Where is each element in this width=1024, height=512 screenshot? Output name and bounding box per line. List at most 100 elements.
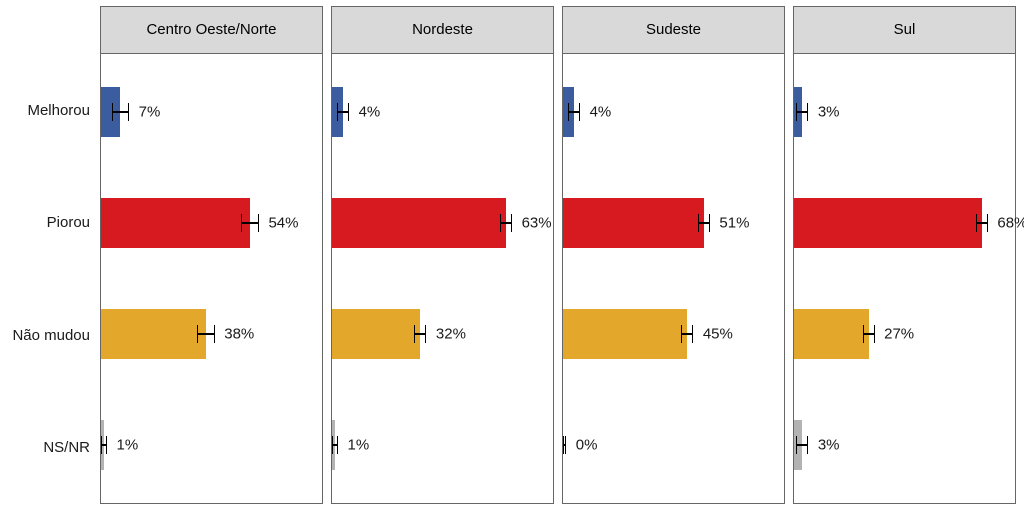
bar (563, 309, 687, 359)
error-cap (568, 103, 569, 121)
value-label: 1% (117, 437, 139, 454)
error-cap (976, 214, 977, 232)
bar-row: 45% (563, 279, 784, 390)
error-cap (511, 214, 512, 232)
error-cap (337, 103, 338, 121)
bar (332, 198, 506, 248)
bar (794, 198, 982, 248)
facet-body: 3% 68% 27% 3% (793, 54, 1016, 504)
bar-row: 68% (794, 167, 1015, 278)
error-bar (338, 111, 349, 113)
error-bar (501, 222, 512, 224)
value-label: 0% (576, 437, 598, 454)
value-label: 3% (818, 437, 840, 454)
faceted-bar-chart: Melhorou Piorou Não mudou NS/NR Centro O… (0, 0, 1024, 512)
error-cap (807, 103, 808, 121)
error-cap (425, 325, 426, 343)
error-bar (415, 333, 426, 335)
bar-row: 4% (332, 56, 553, 167)
error-cap (101, 436, 102, 454)
error-bar (863, 333, 874, 335)
error-cap (128, 103, 129, 121)
error-cap (500, 214, 501, 232)
error-bar (242, 222, 259, 224)
error-cap (579, 103, 580, 121)
value-label: 38% (224, 326, 254, 343)
error-cap (258, 214, 259, 232)
bar (101, 309, 206, 359)
bar (563, 198, 704, 248)
error-cap (692, 325, 693, 343)
error-cap (681, 325, 682, 343)
error-cap (106, 436, 107, 454)
error-cap (709, 214, 710, 232)
facet-body: 4% 63% 32% 1% (331, 54, 554, 504)
y-axis-labels: Melhorou Piorou Não mudou NS/NR (0, 6, 100, 504)
error-bar (976, 222, 987, 224)
error-bar (198, 333, 215, 335)
value-label: 51% (719, 214, 749, 231)
bar-row: 38% (101, 279, 322, 390)
error-cap (197, 325, 198, 343)
error-cap (563, 436, 564, 454)
facet-panel: Sudeste 4% 51% 45% 0% (562, 6, 785, 504)
error-bar (112, 111, 129, 113)
facet-header: Sudeste (562, 6, 785, 54)
error-cap (863, 325, 864, 343)
error-cap (987, 214, 988, 232)
bar-row: 32% (332, 279, 553, 390)
bar (332, 309, 420, 359)
error-cap (565, 436, 566, 454)
row-label: Não mudou (0, 279, 100, 392)
bar-row: 1% (332, 390, 553, 501)
error-cap (796, 103, 797, 121)
error-cap (874, 325, 875, 343)
value-label: 7% (139, 103, 161, 120)
facet-header: Nordeste (331, 6, 554, 54)
bar-row: 7% (101, 56, 322, 167)
value-label: 4% (590, 103, 612, 120)
value-label: 4% (359, 103, 381, 120)
facet-panel: Centro Oeste/Norte 7% 54% 38% 1% (100, 6, 323, 504)
error-cap (112, 103, 113, 121)
error-bar (682, 333, 693, 335)
value-label: 68% (997, 214, 1024, 231)
bar-row: 51% (563, 167, 784, 278)
facet-body: 4% 51% 45% 0% (562, 54, 785, 504)
error-cap (414, 325, 415, 343)
error-bar (797, 111, 808, 113)
bar-row: 0% (563, 390, 784, 501)
value-label: 3% (818, 103, 840, 120)
row-label: Piorou (0, 167, 100, 280)
bar-row: 63% (332, 167, 553, 278)
facet-body: 7% 54% 38% 1% (100, 54, 323, 504)
row-label: NS/NR (0, 392, 100, 505)
error-cap (241, 214, 242, 232)
facet-header: Centro Oeste/Norte (100, 6, 323, 54)
bar-row: 4% (563, 56, 784, 167)
facet-panel: Nordeste 4% 63% 32% 1% (331, 6, 554, 504)
value-label: 54% (268, 214, 298, 231)
facets-container: Centro Oeste/Norte 7% 54% 38% 1% Nordeste 4% 63… (100, 6, 1016, 504)
bar-row: 54% (101, 167, 322, 278)
bar-row: 27% (794, 279, 1015, 390)
row-label: Melhorou (0, 54, 100, 167)
bar-row: 3% (794, 56, 1015, 167)
error-cap (796, 436, 797, 454)
value-label: 63% (522, 214, 552, 231)
bar-row: 1% (101, 390, 322, 501)
value-label: 32% (436, 326, 466, 343)
error-cap (698, 214, 699, 232)
value-label: 27% (884, 326, 914, 343)
facet-panel: Sul3%68%27%3% (793, 6, 1016, 504)
bar-row: 3% (794, 390, 1015, 501)
error-bar (797, 444, 808, 446)
error-cap (807, 436, 808, 454)
bar (101, 198, 250, 248)
value-label: 45% (703, 326, 733, 343)
error-cap (337, 436, 338, 454)
error-cap (214, 325, 215, 343)
value-label: 1% (348, 437, 370, 454)
bar (794, 309, 869, 359)
error-bar (569, 111, 580, 113)
